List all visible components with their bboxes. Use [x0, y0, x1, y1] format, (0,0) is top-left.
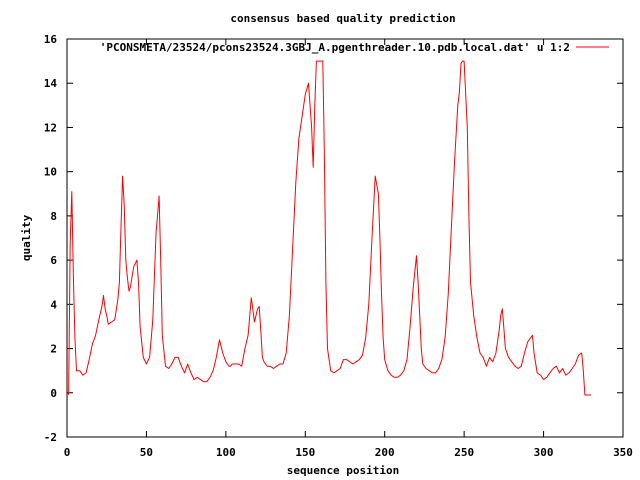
x-axis: 0 50 100 150 200 250 300 350	[64, 39, 633, 459]
series-layer	[68, 60, 592, 396]
x-tick-label: 50	[140, 446, 153, 459]
y-axis: -2 0 2 4 6 8 10 12 14 16	[44, 33, 623, 444]
x-tick-label: 150	[295, 446, 315, 459]
y-tick-label: 8	[50, 210, 57, 223]
plot-border	[66, 38, 624, 438]
chart-title: consensus based quality prediction	[230, 12, 455, 25]
y-tick-label: 0	[50, 387, 57, 400]
x-tick-label: 0	[64, 446, 71, 459]
y-tick-label: 6	[50, 254, 57, 267]
x-tick-label: 200	[375, 446, 395, 459]
x-tick-label: 350	[613, 446, 633, 459]
y-tick-label: 16	[44, 33, 58, 46]
y-tick-label: 12	[44, 121, 57, 134]
x-tick-label: 300	[534, 446, 554, 459]
y-tick-label: 4	[50, 298, 57, 311]
y-tick-label: -2	[44, 431, 57, 444]
x-axis-label: sequence position	[287, 464, 400, 477]
y-tick-label: 14	[44, 77, 58, 90]
legend-label: 'PCONSMETA/23524/pcons23524.3GBJ_A.pgent…	[100, 41, 570, 54]
legend: 'PCONSMETA/23524/pcons23524.3GBJ_A.pgent…	[100, 41, 609, 54]
x-tick-label: 250	[454, 446, 474, 459]
series-line-0	[68, 60, 592, 396]
y-axis-label: quality	[20, 214, 33, 261]
y-tick-label: 2	[50, 343, 57, 356]
x-tick-label: 100	[216, 446, 236, 459]
y-tick-label: 10	[44, 166, 57, 179]
